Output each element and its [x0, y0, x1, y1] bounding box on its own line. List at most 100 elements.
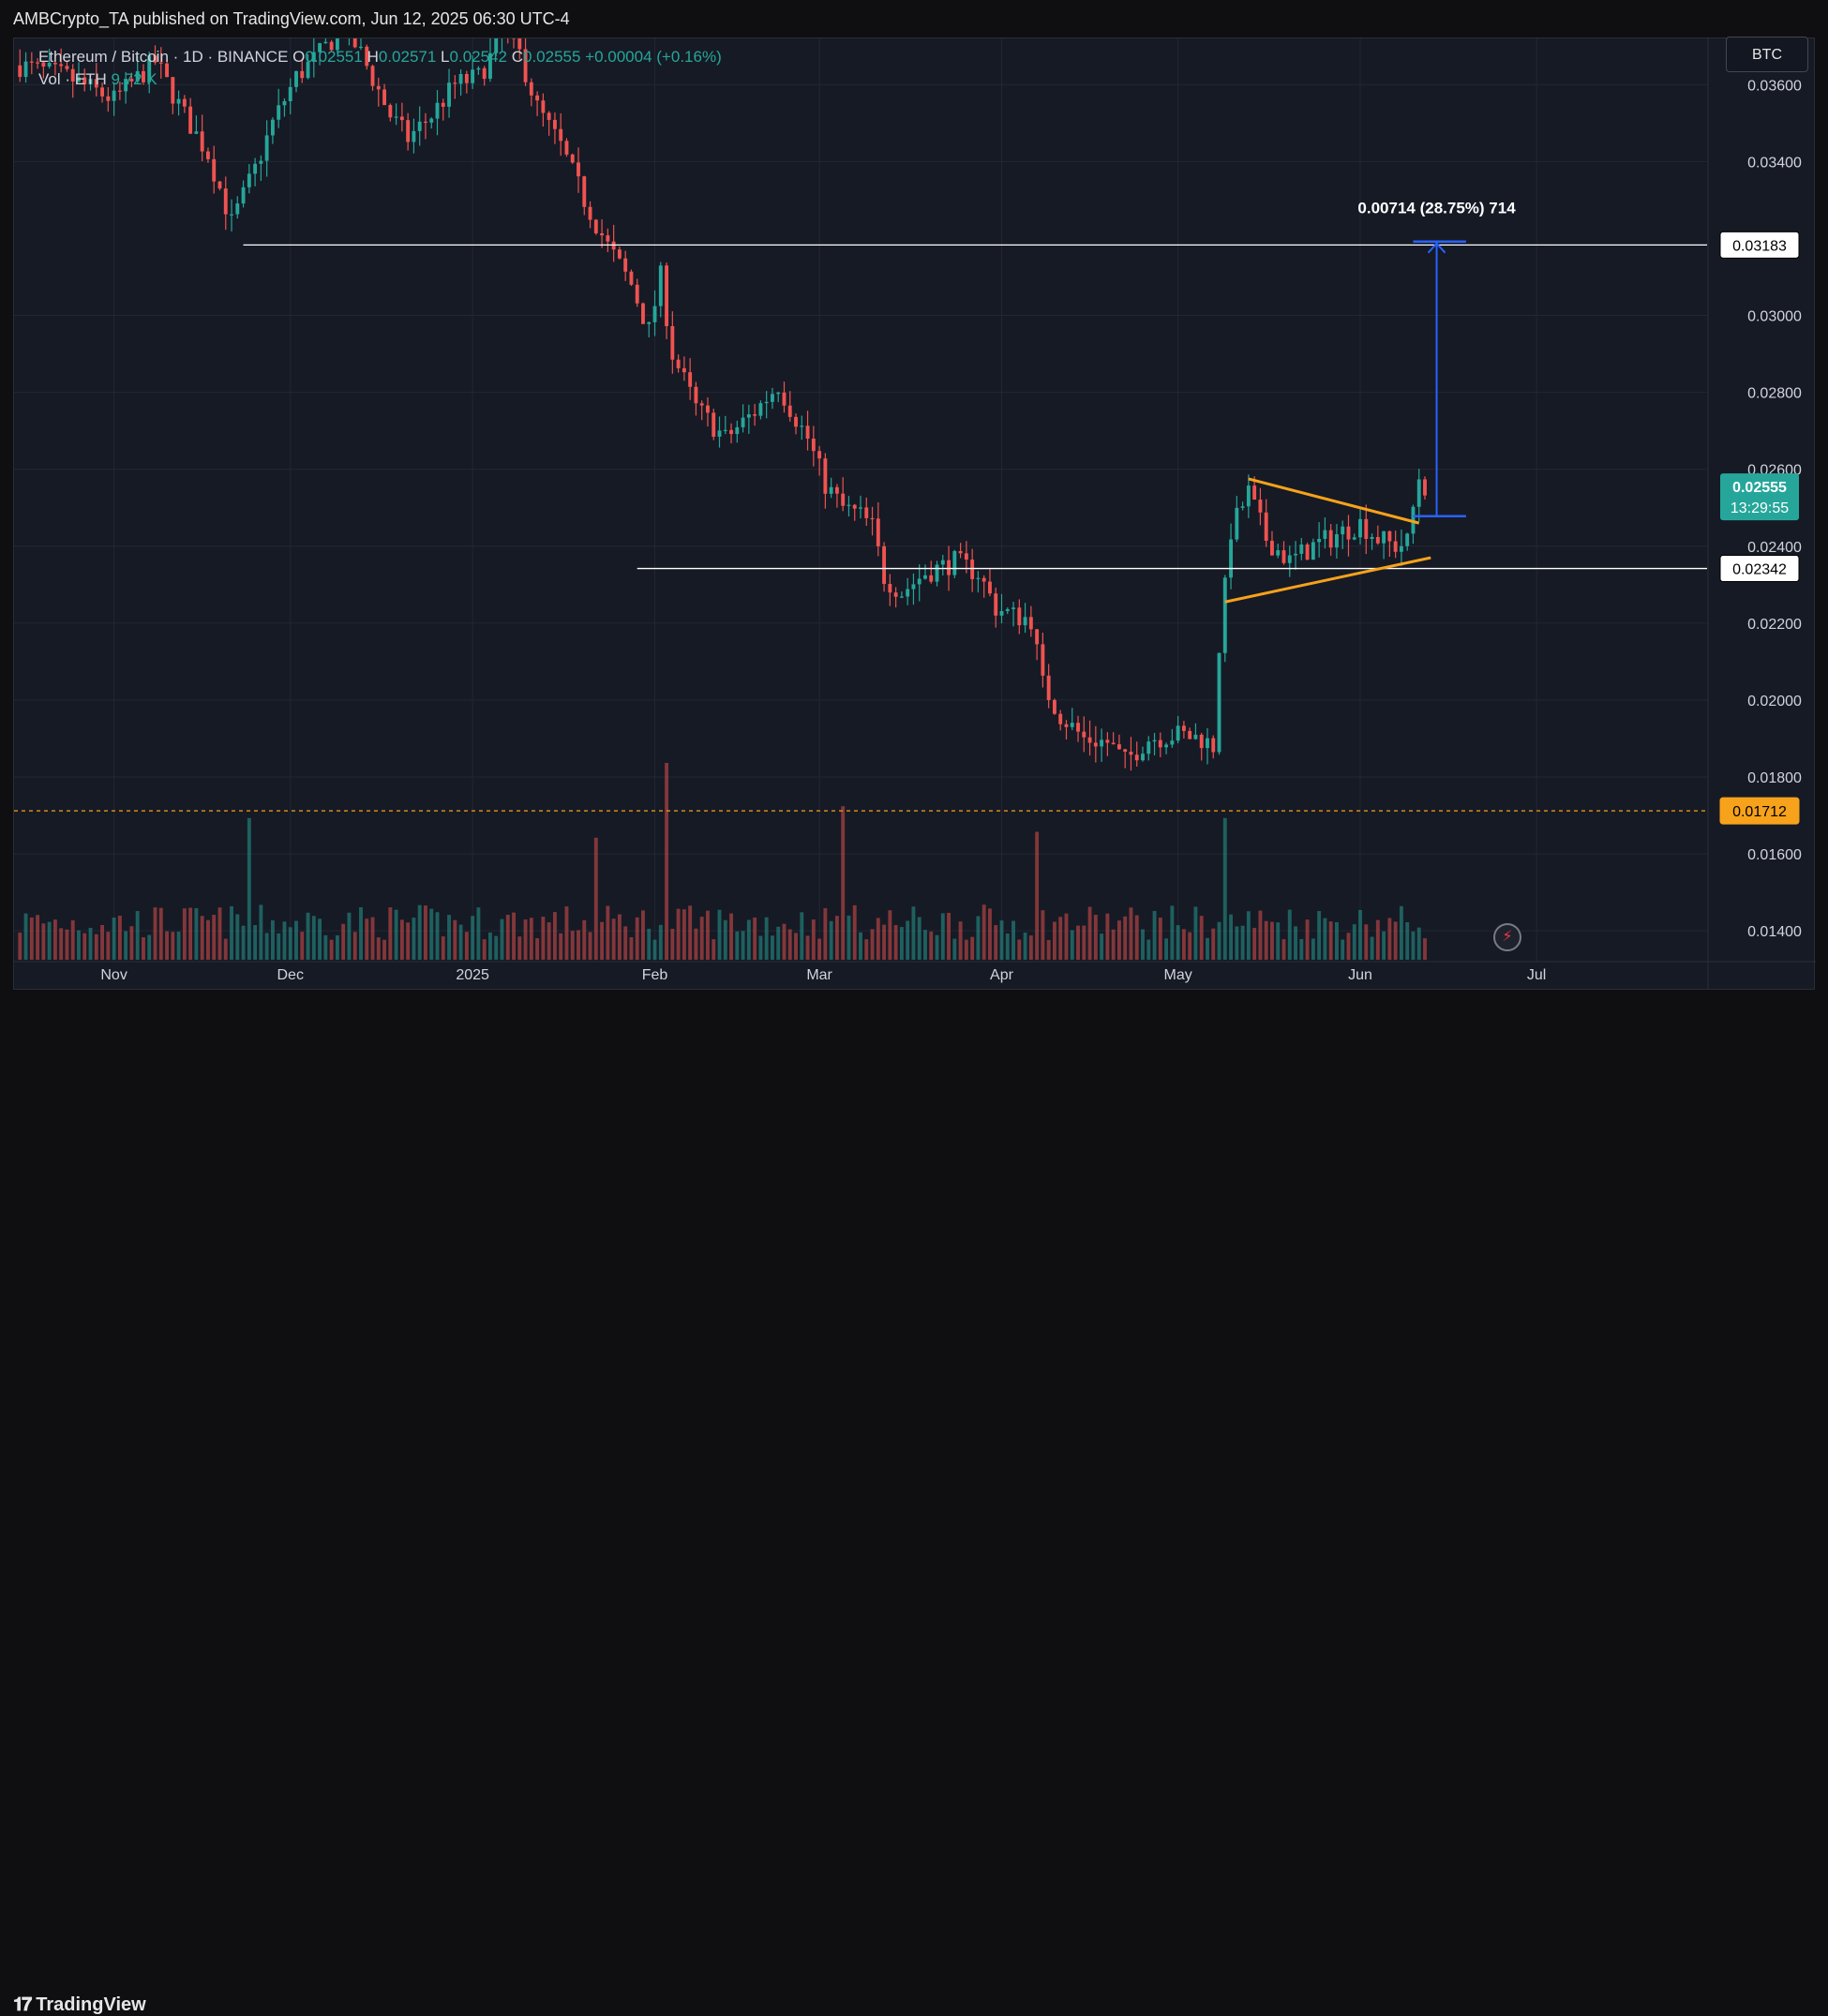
volume-bar	[1329, 921, 1333, 960]
candle-body	[929, 575, 933, 582]
volume-bar	[706, 911, 710, 960]
price-axis: 0.036000.034000.030000.028000.026000.024…	[1720, 78, 1802, 940]
volume-bar	[253, 925, 257, 960]
candle-body	[300, 71, 304, 78]
tradingview-logo[interactable]: 𝟏𝟕 TradingView	[13, 1994, 146, 2016]
open-value: 0.02551	[305, 48, 362, 66]
volume-bar	[517, 936, 521, 960]
volume-bar	[188, 907, 192, 960]
candle-body	[1141, 754, 1145, 760]
price-chart-svg[interactable]: 0.00714 (28.75%) 7140.036000.034000.0300…	[14, 38, 1816, 991]
candle-body	[882, 546, 886, 584]
candle-body	[547, 112, 551, 119]
candle-body	[618, 249, 622, 258]
volume-bar	[118, 916, 122, 960]
candle-body	[1029, 617, 1033, 629]
candle-body	[677, 360, 681, 368]
volume-bar	[318, 918, 322, 960]
volume-bar	[483, 939, 487, 960]
volume-bar	[1347, 933, 1351, 960]
volume-bar	[453, 920, 457, 960]
candle-body	[982, 578, 986, 582]
volume-bar	[965, 940, 968, 960]
candle-body	[1011, 607, 1015, 609]
volume-bar	[524, 919, 528, 960]
candle-body	[530, 82, 533, 96]
candle-body	[894, 592, 898, 597]
candle-body	[742, 418, 745, 427]
volume-bar	[571, 931, 575, 960]
volume-bar	[1117, 920, 1121, 960]
ohlc-legend: Ethereum / Bitcoin · 1D · BINANCE O0.025…	[38, 48, 722, 67]
candle-body	[1358, 519, 1362, 537]
volume-bar	[330, 940, 334, 960]
volume-label[interactable]: Vol · ETH	[38, 70, 107, 88]
volume-bar	[459, 925, 463, 960]
y-tick-label: 0.03600	[1747, 78, 1802, 94]
candle-body	[888, 584, 892, 592]
volume-bar	[1405, 922, 1409, 960]
candle-body	[1176, 725, 1180, 740]
candle-body	[1094, 742, 1098, 746]
volume-bar	[359, 907, 363, 960]
volume-bar	[1288, 910, 1292, 960]
candle-body	[724, 430, 727, 431]
symbol-name[interactable]: Ethereum / Bitcoin · 1D · BINANCE	[38, 48, 288, 66]
volume-bar	[429, 909, 433, 960]
candle-body	[406, 120, 410, 142]
x-tick-label: Jun	[1348, 967, 1372, 983]
volume-bar	[1065, 914, 1069, 960]
volume-bar	[1387, 918, 1391, 960]
lightning-icon[interactable]: ⚡	[1493, 923, 1521, 951]
volume-bar	[336, 935, 339, 960]
volume-bar	[547, 922, 551, 960]
candle-body	[1017, 607, 1021, 625]
candle-body	[718, 430, 722, 437]
candle-body	[753, 414, 757, 416]
volume-bar	[1105, 914, 1109, 960]
volume-bar	[1394, 921, 1398, 960]
quote-currency-box[interactable]: BTC	[1726, 37, 1808, 72]
candle-body	[706, 406, 710, 413]
candle-body	[1130, 752, 1133, 754]
volume-bar	[82, 933, 86, 960]
candle-body	[283, 101, 287, 105]
horizontal-levels	[14, 245, 1707, 811]
volume-bar	[206, 920, 210, 960]
volume-bar	[1153, 911, 1157, 960]
volume-bar	[1071, 931, 1074, 960]
volume-bar	[142, 937, 145, 960]
candle-body	[641, 304, 645, 324]
candle-body	[1299, 545, 1303, 554]
candle-body	[183, 99, 187, 107]
candle-body	[453, 82, 457, 83]
candle-body	[877, 518, 880, 546]
candle-body	[377, 86, 381, 90]
candle-body	[1323, 530, 1326, 539]
candle-body	[247, 173, 251, 187]
candle-body	[589, 207, 592, 220]
volume-bar	[1058, 917, 1062, 960]
price-label-text: 0.02342	[1732, 562, 1787, 578]
candle-body	[242, 187, 246, 203]
candle-body	[106, 97, 110, 101]
candle-body	[864, 507, 868, 517]
candle-body	[1159, 740, 1162, 748]
volume-bar	[1364, 924, 1368, 960]
candle-body	[1153, 740, 1157, 741]
volume-bar	[1400, 906, 1403, 960]
candle-body	[1041, 644, 1044, 675]
volume-bar	[465, 932, 469, 960]
volume-bar	[48, 922, 52, 960]
candle-body	[1347, 527, 1351, 540]
candle-body	[747, 414, 751, 418]
volume-bar	[753, 918, 757, 960]
price-label-text: 0.01712	[1732, 804, 1787, 820]
volume-bar	[636, 918, 639, 960]
candle-body	[201, 131, 204, 151]
y-tick-label: 0.02800	[1747, 386, 1802, 402]
candle-body	[382, 89, 386, 105]
volume-bar	[77, 931, 81, 960]
volume-bar	[218, 907, 222, 960]
